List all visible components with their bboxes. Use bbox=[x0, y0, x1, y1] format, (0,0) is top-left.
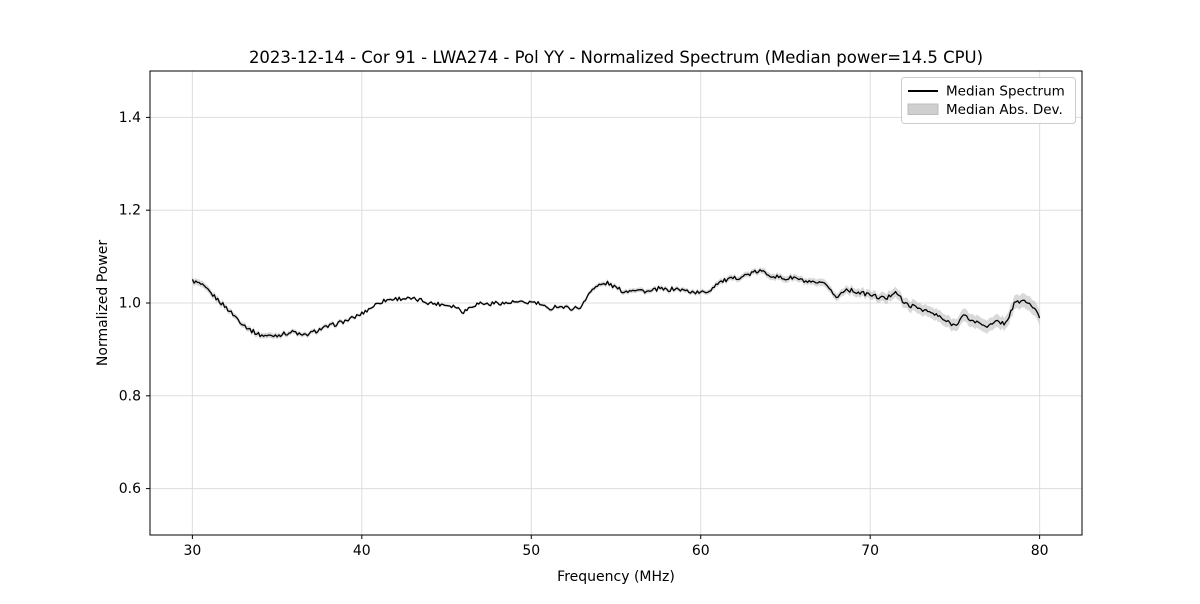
y-tick-label: 0.8 bbox=[119, 388, 141, 404]
y-axis-label: Normalized Power bbox=[95, 240, 111, 366]
x-tick-label: 80 bbox=[1031, 543, 1049, 559]
y-tick-label: 1.4 bbox=[119, 110, 141, 126]
y-tick-label: 1.2 bbox=[119, 203, 141, 219]
x-tick-label: 40 bbox=[353, 543, 371, 559]
legend-label-median-spectrum: Median Spectrum bbox=[946, 84, 1065, 100]
x-tick-label: 30 bbox=[183, 543, 201, 559]
x-tick-label: 50 bbox=[522, 543, 540, 559]
legend-label-mad: Median Abs. Dev. bbox=[946, 102, 1063, 118]
legend-box bbox=[901, 77, 1076, 124]
mad-band bbox=[192, 267, 1040, 340]
x-tick-label: 60 bbox=[692, 543, 710, 559]
y-tick-label: 1.0 bbox=[119, 296, 141, 312]
chart-title: 2023-12-14 - Cor 91 - LWA274 - Pol YY - … bbox=[249, 48, 983, 67]
x-tick-label: 70 bbox=[861, 543, 879, 559]
median-spectrum-line bbox=[191, 269, 1041, 338]
data-layer bbox=[191, 267, 1041, 340]
legend: Median Spectrum Median Abs. Dev. bbox=[901, 77, 1076, 124]
x-axis-label: Frequency (MHz) bbox=[557, 569, 675, 585]
y-tick-label: 0.6 bbox=[119, 481, 141, 497]
legend-patch-sample-icon bbox=[907, 103, 939, 115]
tick-layer: 30 40 50 60 70 80 0.6 0.8 1.0 1.2 1.4 bbox=[119, 110, 1049, 559]
